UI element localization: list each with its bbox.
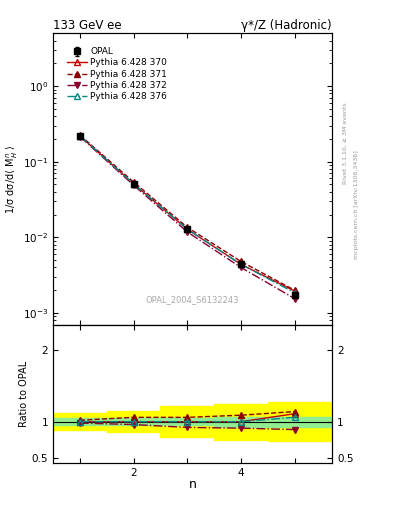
Text: 133 GeV ee: 133 GeV ee (53, 19, 122, 32)
Text: OPAL_2004_S6132243: OPAL_2004_S6132243 (146, 295, 239, 304)
X-axis label: n: n (189, 478, 196, 491)
Y-axis label: Ratio to OPAL: Ratio to OPAL (19, 361, 29, 427)
Text: Rivet 3.1.10, ≥ 3M events: Rivet 3.1.10, ≥ 3M events (343, 102, 348, 184)
Y-axis label: 1/σ dσ/d⟨ M$^n_H$ ⟩: 1/σ dσ/d⟨ M$^n_H$ ⟩ (5, 144, 20, 214)
Text: mcplots.cern.ch [arXiv:1306.3436]: mcplots.cern.ch [arXiv:1306.3436] (354, 151, 359, 259)
Legend: OPAL, Pythia 6.428 370, Pythia 6.428 371, Pythia 6.428 372, Pythia 6.428 376: OPAL, Pythia 6.428 370, Pythia 6.428 371… (63, 44, 171, 105)
Text: γ*/Z (Hadronic): γ*/Z (Hadronic) (241, 19, 332, 32)
